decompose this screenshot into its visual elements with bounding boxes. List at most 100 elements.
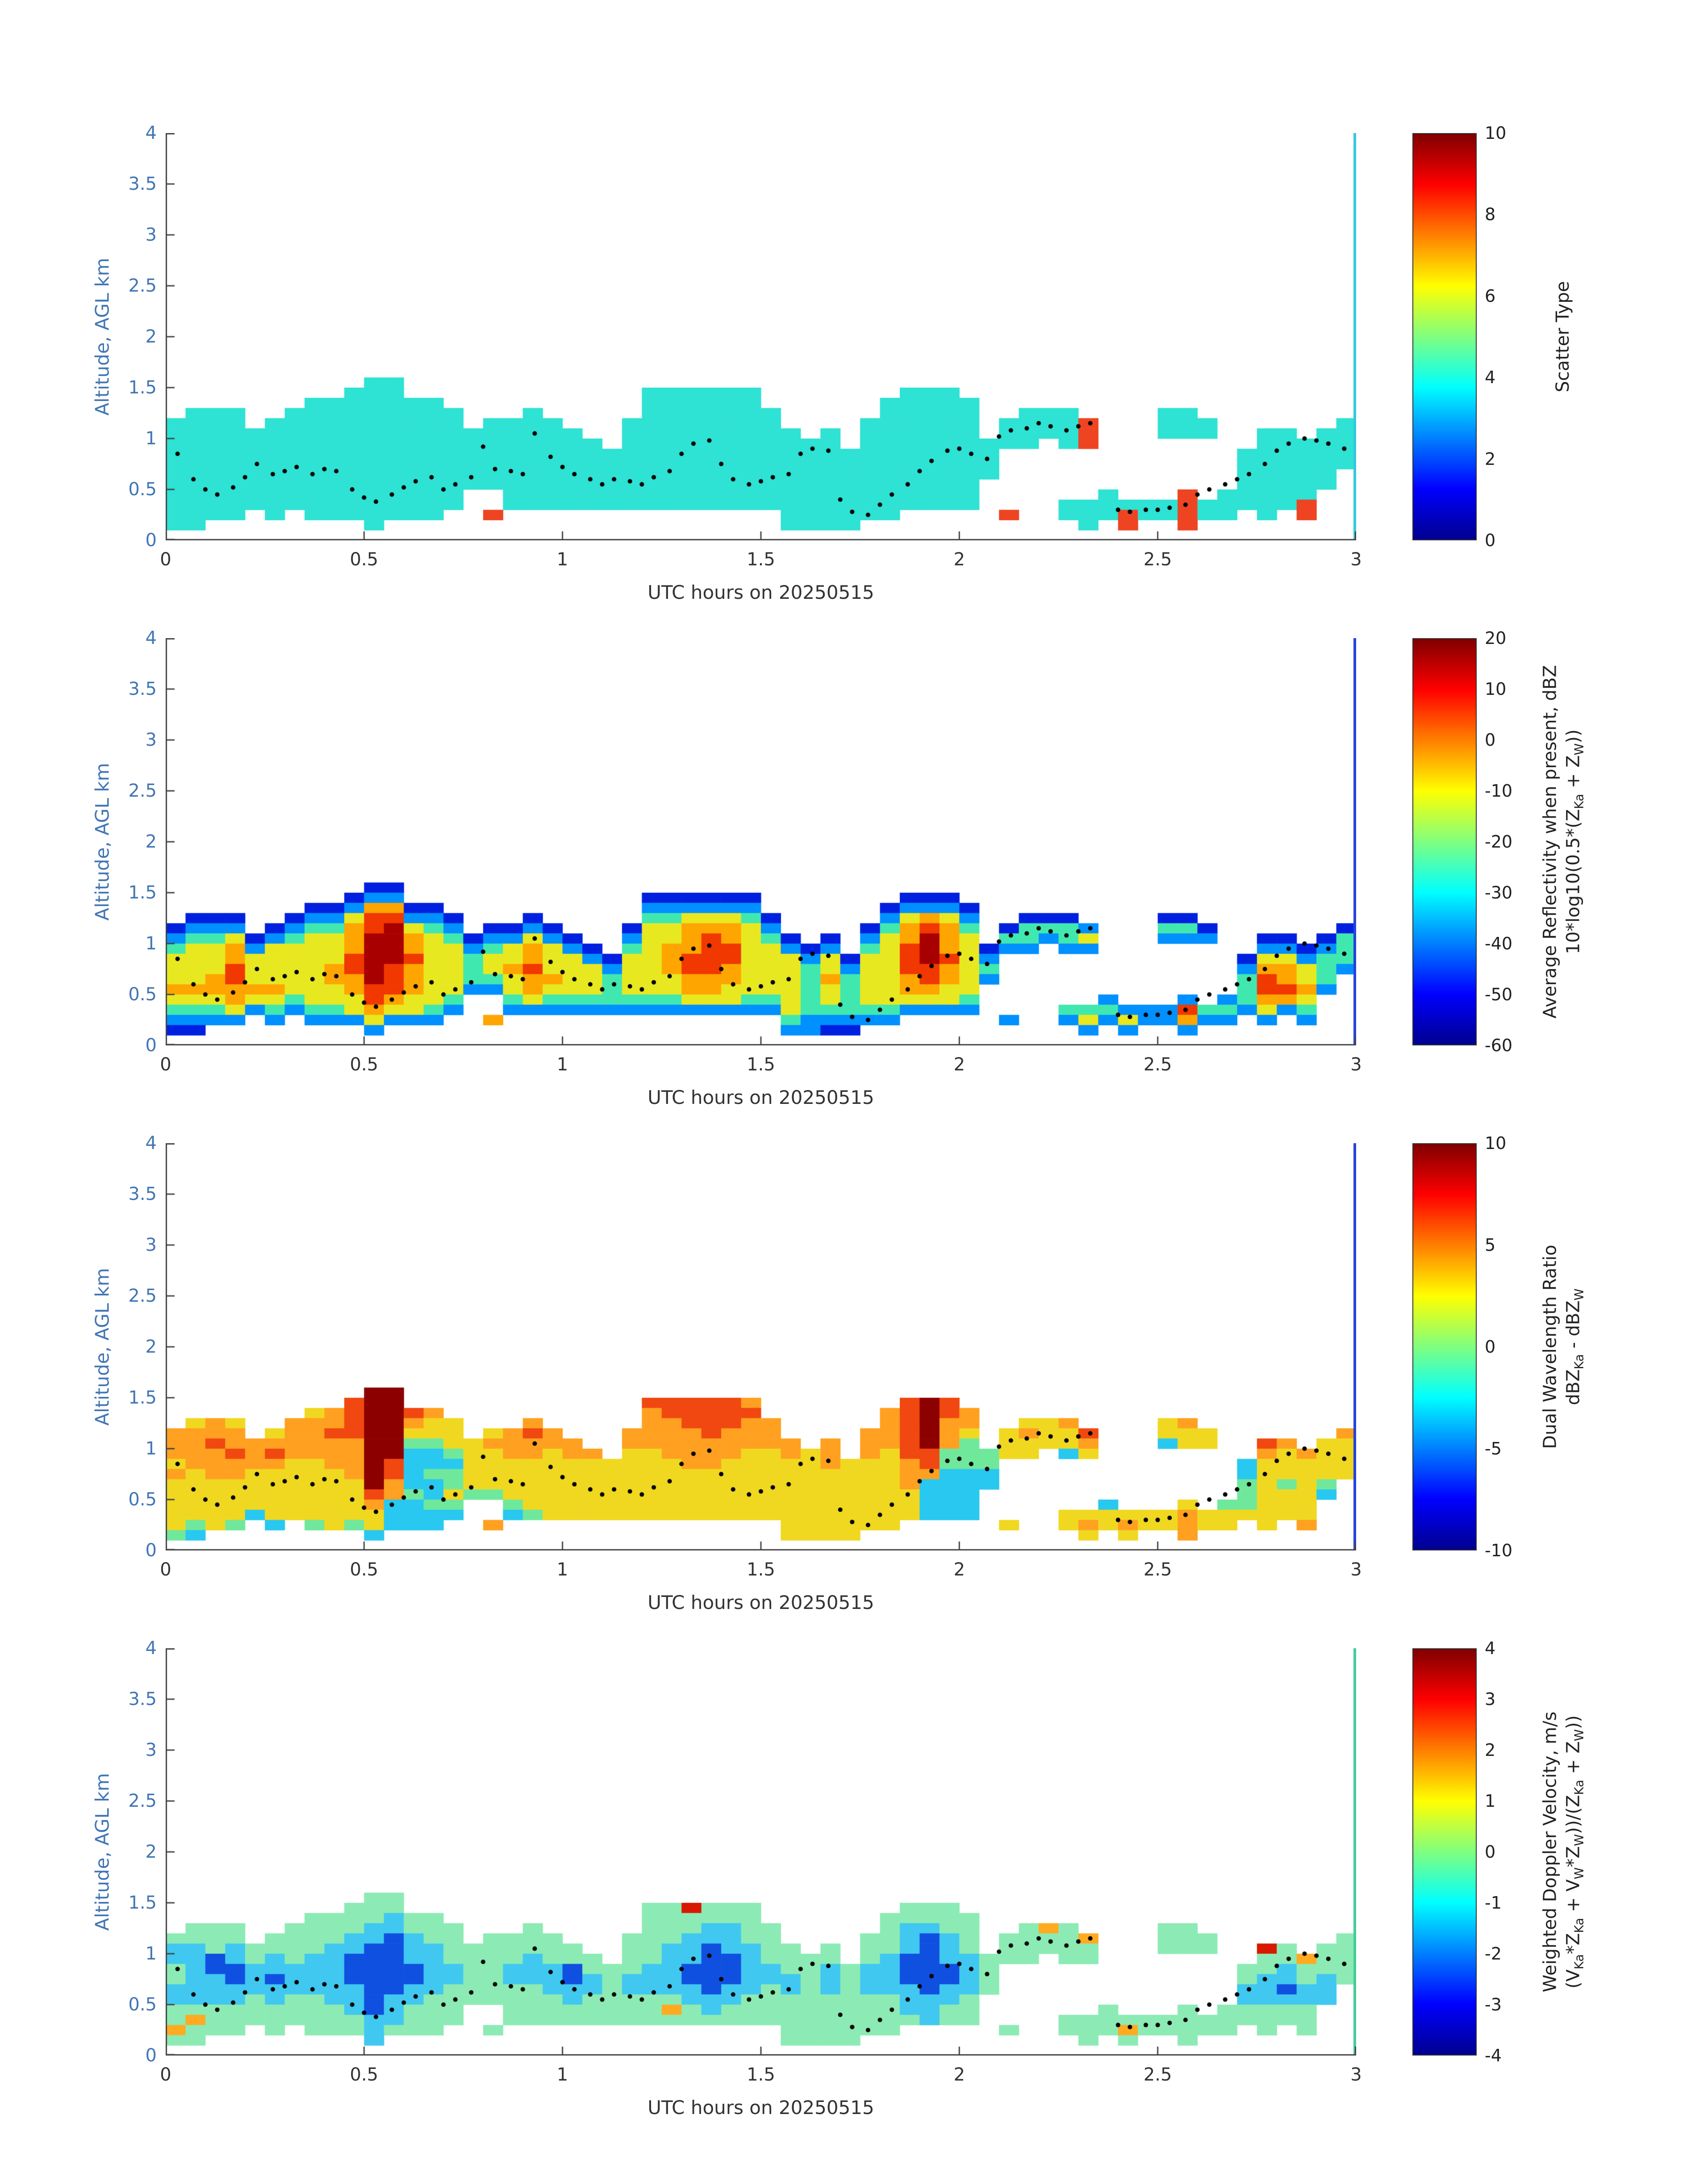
colorbar-tick-label: -4 [1485, 2046, 1502, 2065]
y-tick-label: 0.5 [128, 984, 157, 1005]
x-axis-label: UTC hours on 20250515 [647, 2097, 874, 2119]
y-tick-label: 0 [145, 1035, 157, 1056]
y-tick-label: 3.5 [128, 679, 157, 699]
y-tick-label: 3.5 [128, 1689, 157, 1709]
colorbar-tick-label: 3 [1485, 1689, 1496, 1709]
x-tick-label: 0.5 [350, 1054, 379, 1075]
y-tick-label: 2 [145, 832, 157, 852]
x-tick-label: 2 [953, 1054, 965, 1075]
x-tick-label: 1 [556, 1559, 568, 1580]
colorbar-tick-label: 1 [1485, 1791, 1496, 1811]
doppler-heatmap [166, 1648, 1356, 2056]
y-tick-label: 0 [145, 530, 157, 551]
y-tick-label: 1.5 [128, 377, 157, 398]
x-axis-label: UTC hours on 20250515 [647, 1592, 874, 1613]
colorbar-title-line: Weighted Doppler Velocity, m/s [1540, 1711, 1561, 1993]
y-tick-label: 1.5 [128, 1893, 157, 1913]
colorbar-tick-label: -10 [1485, 1541, 1513, 1560]
colorbar-title-line: (VKa*ZKa + VW*ZW))/(ZKa + ZW)) [1563, 1715, 1587, 1989]
x-tick-label: 1 [556, 2064, 568, 2085]
x-tick-label: 0.5 [350, 2064, 379, 2085]
x-tick-label: 3 [1350, 549, 1362, 570]
colorbar-tick-label: -50 [1485, 985, 1513, 1004]
x-tick-label: 1 [556, 1054, 568, 1075]
colorbar-title: Weighted Doppler Velocity, m/s (VKa*ZKa … [1538, 1712, 1587, 1993]
x-tick-label: 1.5 [747, 1559, 775, 1580]
x-tick-label: 0.5 [350, 549, 379, 570]
y-tick-label: 2.5 [128, 781, 157, 801]
y-tick-label: 1 [145, 428, 157, 449]
x-tick-label: 0.5 [350, 1559, 379, 1580]
x-tick-label: 1.5 [747, 1054, 775, 1075]
y-tick-label: 1 [145, 1943, 157, 1964]
x-axis-label: UTC hours on 20250515 [647, 581, 874, 603]
y-tick-label: 4 [145, 1638, 157, 1659]
x-tick-label: 2 [953, 2064, 965, 2085]
x-tick-label: 2.5 [1143, 1054, 1172, 1075]
y-tick-label: 2.5 [128, 276, 157, 296]
y-tick-label: 0 [145, 1540, 157, 1561]
y-tick-label: 4 [145, 1133, 157, 1153]
y-tick-label: 0 [145, 2045, 157, 2066]
x-tick-label: 2 [953, 549, 965, 570]
colorbar-tick-label: 0 [1485, 1337, 1496, 1357]
y-tick-label: 2 [145, 1842, 157, 1862]
x-tick-label: 1.5 [747, 2064, 775, 2085]
y-tick-label: 2 [145, 1337, 157, 1357]
colorbar-tick-label: -3 [1485, 1995, 1502, 2014]
colorbar-tick-label: -40 [1485, 934, 1513, 953]
y-tick-label: 1.5 [128, 882, 157, 903]
colorbar-tick-label: 0 [1485, 531, 1496, 550]
dwr-heatmap [166, 1143, 1356, 1550]
reflectivity-heatmap [166, 638, 1356, 1045]
x-tick-label: 0 [160, 549, 171, 570]
x-tick-label: 2.5 [1143, 1559, 1172, 1580]
y-tick-label: 4 [145, 628, 157, 648]
x-tick-label: 3 [1350, 2064, 1362, 2085]
y-tick-label: 1.5 [128, 1387, 157, 1408]
colorbar [1412, 1143, 1477, 1550]
x-axis-label: UTC hours on 20250515 [647, 1086, 874, 1108]
y-axis-label: Altitude, AGL km [91, 1773, 113, 1931]
y-tick-label: 3.5 [128, 1184, 157, 1204]
x-tick-label: 2.5 [1143, 549, 1172, 570]
colorbar-tick-label: -60 [1485, 1036, 1513, 1055]
y-tick-label: 3 [145, 225, 157, 245]
colorbar-tick-label: -20 [1485, 832, 1513, 852]
x-tick-label: 1.5 [747, 549, 775, 570]
y-tick-label: 4 [145, 123, 157, 143]
x-tick-label: 2.5 [1143, 2064, 1172, 2085]
colorbar-tick-label: 4 [1485, 368, 1496, 388]
x-tick-label: 0 [160, 1054, 171, 1075]
colorbar-tick-label: 6 [1485, 286, 1496, 306]
y-tick-label: 3.5 [128, 174, 157, 194]
colorbar-tick-label: 4 [1485, 1638, 1496, 1658]
y-tick-label: 2.5 [128, 1791, 157, 1811]
y-tick-label: 3 [145, 1235, 157, 1255]
colorbar-tick-label: 10 [1485, 123, 1507, 143]
colorbar-tick-label: 0 [1485, 730, 1496, 750]
colorbar-tick-label: 10 [1485, 679, 1507, 699]
colorbar-tick-label: 8 [1485, 205, 1496, 225]
colorbar-tick-label: -10 [1485, 781, 1513, 801]
y-tick-label: 1 [145, 1438, 157, 1459]
colorbar [1412, 1648, 1477, 2056]
colorbar-tick-label: -2 [1485, 1944, 1502, 1964]
x-tick-label: 0 [160, 2064, 171, 2085]
colorbar-tick-label: 10 [1485, 1133, 1507, 1153]
y-tick-label: 2 [145, 326, 157, 347]
x-tick-label: 3 [1350, 1054, 1362, 1075]
colorbar-tick-label: 2 [1485, 1740, 1496, 1760]
colorbar-tick-label: 20 [1485, 628, 1507, 648]
colorbar-tick-label: 2 [1485, 449, 1496, 469]
colorbar [1412, 133, 1477, 540]
colorbar-tick-label: -5 [1485, 1439, 1502, 1458]
colorbar-tick-label: -1 [1485, 1893, 1502, 1913]
y-tick-label: 0.5 [128, 1994, 157, 2015]
x-tick-label: 2 [953, 1559, 965, 1580]
y-tick-label: 2.5 [128, 1286, 157, 1306]
